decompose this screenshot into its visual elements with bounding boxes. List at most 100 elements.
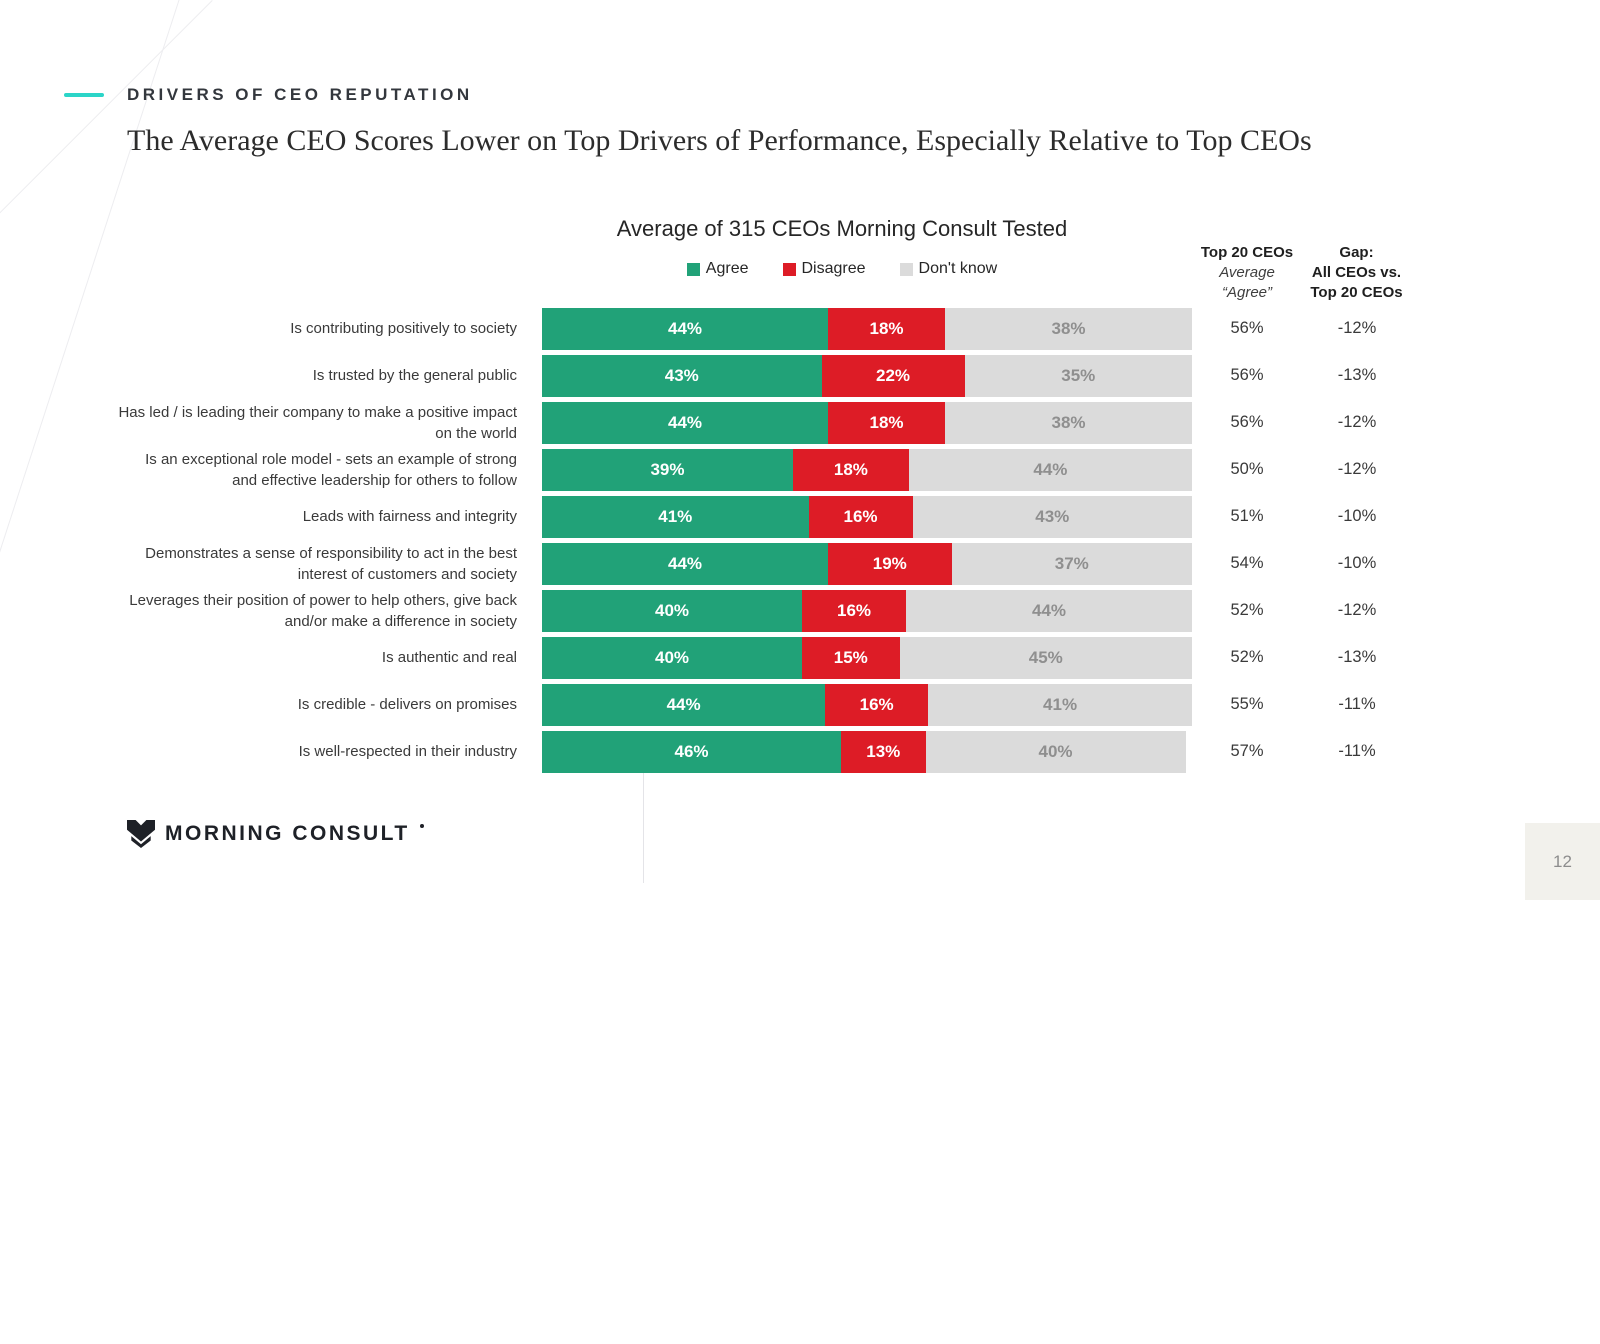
stacked-bar: 46% 13% 40% <box>542 730 1192 773</box>
morning-consult-logo: MORNING CONSULT <box>127 820 424 848</box>
bar-segment-dontknow: 43% <box>912 495 1192 538</box>
chart-rows: Is contributing positively to society 44… <box>0 305 1600 775</box>
column-header-top20-ceos: Top 20 CEOs Average “Agree” <box>1192 243 1302 303</box>
chart-row: Is well-respected in their industry 46% … <box>0 728 1600 775</box>
chart-row: Leads with fairness and integrity 41% 16… <box>0 493 1600 540</box>
stacked-bar: 44% 18% 38% <box>542 307 1192 350</box>
column-header-line: Top 20 CEOs <box>1310 284 1403 301</box>
top20-average-value: 52% <box>1230 648 1264 666</box>
stacked-bar: 43% 22% 35% <box>542 354 1192 397</box>
bar-segment-agree: 40% <box>542 636 802 679</box>
row-label: Demonstrates a sense of responsibility t… <box>145 544 517 583</box>
gap-value: -10% <box>1337 554 1377 572</box>
top20-average-value: 56% <box>1230 413 1264 431</box>
stacked-bar: 44% 19% 37% <box>542 542 1192 585</box>
legend-swatch-dontknow <box>899 262 913 276</box>
bar-segment-disagree: 18% <box>828 401 945 444</box>
bar-segment-agree: 44% <box>542 307 828 350</box>
page-number-box: 12 <box>1525 823 1600 900</box>
slide-title: The Average CEO Scores Lower on Top Driv… <box>127 124 1312 157</box>
stacked-bar: 40% 16% 44% <box>542 589 1192 632</box>
row-label: Leads with fairness and integrity <box>302 508 517 525</box>
bar-segment-disagree: 18% <box>792 448 909 491</box>
bar-segment-dontknow: 37% <box>951 542 1192 585</box>
bar-segment-agree: 40% <box>542 589 802 632</box>
gap-value: -10% <box>1337 507 1377 525</box>
bar-segment-dontknow: 44% <box>908 448 1192 491</box>
column-header-line: All CEOs vs. <box>1311 264 1402 281</box>
row-label: Has led / is leading their company to ma… <box>118 403 517 442</box>
top20-average-value: 51% <box>1230 507 1264 525</box>
bar-segment-dontknow: 38% <box>945 307 1192 350</box>
chart-row: Is an exceptional role model - sets an e… <box>0 446 1600 493</box>
bar-segment-agree: 43% <box>542 354 822 397</box>
column-header-gap: Gap: All CEOs vs. Top 20 CEOs <box>1299 243 1414 303</box>
legend-item-agree: Agree <box>686 260 749 278</box>
row-label: Leverages their position of power to hel… <box>129 591 517 630</box>
page-number: 12 <box>1553 851 1572 871</box>
top20-average-value: 50% <box>1230 460 1264 478</box>
bar-segment-agree: 44% <box>542 683 826 726</box>
gap-value: -12% <box>1337 460 1377 478</box>
bar-segment-dontknow: 40% <box>925 730 1186 773</box>
gap-value: -12% <box>1337 319 1377 337</box>
bar-segment-disagree: 15% <box>802 636 900 679</box>
gap-value: -12% <box>1337 413 1377 431</box>
chart-row: Demonstrates a sense of responsibility t… <box>0 540 1600 587</box>
chart-legend: Agree Disagree Don't know <box>517 260 1167 278</box>
chart-row: Is trusted by the general public 43% 22%… <box>0 352 1600 399</box>
top20-average-value: 55% <box>1230 695 1264 713</box>
bar-segment-disagree: 13% <box>841 730 926 773</box>
column-header-line: Top 20 CEOs <box>1200 244 1294 261</box>
column-header-line: Average <box>1219 264 1275 281</box>
top20-average-value: 56% <box>1230 366 1264 384</box>
bar-segment-dontknow: 35% <box>964 354 1192 397</box>
bar-segment-agree: 46% <box>542 730 841 773</box>
top20-average-value: 52% <box>1230 601 1264 619</box>
bar-segment-agree: 41% <box>542 495 809 538</box>
bar-segment-disagree: 16% <box>808 495 913 538</box>
bar-segment-disagree: 18% <box>828 307 945 350</box>
bar-segment-disagree: 16% <box>825 683 929 726</box>
stacked-bar: 39% 18% 44% <box>542 448 1192 491</box>
chart-row: Is contributing positively to society 44… <box>0 305 1600 352</box>
top20-average-value: 57% <box>1230 742 1264 760</box>
stacked-bar: 41% 16% 43% <box>542 495 1192 538</box>
row-label: Is credible - delivers on promises <box>297 696 517 713</box>
legend-label-disagree: Disagree <box>801 260 866 277</box>
legend-label-agree: Agree <box>705 260 749 277</box>
column-header-line: Gap: <box>1339 244 1374 261</box>
stacked-bar: 44% 18% 38% <box>542 401 1192 444</box>
row-label: Is contributing positively to society <box>290 320 517 337</box>
bar-segment-disagree: 16% <box>802 589 906 632</box>
bar-segment-dontknow: 45% <box>899 636 1192 679</box>
bar-segment-disagree: 19% <box>828 542 952 585</box>
stacked-bar: 44% 16% 41% <box>542 683 1192 726</box>
chart-title: Average of 315 CEOs Morning Consult Test… <box>616 216 1068 241</box>
row-label: Is an exceptional role model - sets an e… <box>145 450 517 489</box>
stacked-bar: 40% 15% 45% <box>542 636 1192 679</box>
legend-item-dontknow: Don't know <box>899 260 998 278</box>
chart-row: Is authentic and real 40% 15% 45% 52% -1… <box>0 634 1600 681</box>
chart-row: Is credible - delivers on promises 44% 1… <box>0 681 1600 728</box>
bar-segment-disagree: 22% <box>821 354 965 397</box>
bar-segment-dontknow: 41% <box>928 683 1192 726</box>
top20-average-value: 56% <box>1230 319 1264 337</box>
row-label: Is well-respected in their industry <box>298 743 517 760</box>
bar-segment-dontknow: 44% <box>906 589 1192 632</box>
gap-value: -13% <box>1337 366 1377 384</box>
legend-label-dontknow: Don't know <box>918 260 998 277</box>
background-vertical-line <box>643 752 644 883</box>
column-header-line: “Agree” <box>1221 284 1273 301</box>
legend-item-disagree: Disagree <box>782 260 866 278</box>
gap-value: -13% <box>1337 648 1377 666</box>
bar-segment-agree: 39% <box>542 448 793 491</box>
row-label: Is authentic and real <box>381 649 517 666</box>
logo-wordmark: MORNING CONSULT <box>165 822 410 845</box>
bar-segment-agree: 44% <box>542 542 828 585</box>
chart-row: Leverages their position of power to hel… <box>0 587 1600 634</box>
legend-swatch-disagree <box>782 262 796 276</box>
morning-consult-logo-icon <box>127 820 155 848</box>
gap-value: -11% <box>1338 695 1376 713</box>
trademark-dot-icon <box>419 824 424 828</box>
